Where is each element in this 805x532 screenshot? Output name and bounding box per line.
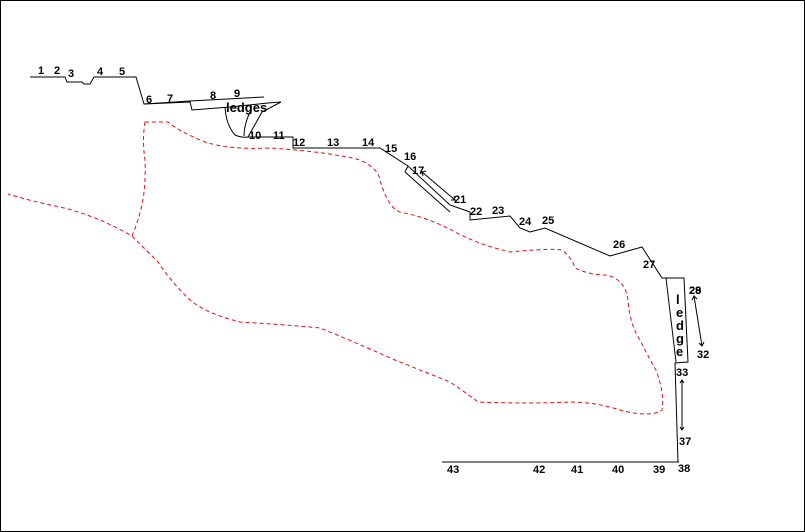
arrow-head: [421, 170, 427, 177]
ledge-vertical-label: ledge: [676, 292, 684, 359]
point-label-11: 11: [273, 130, 285, 142]
boundary-line-lower: [143, 101, 689, 463]
ledges-label: ledges: [226, 100, 267, 115]
ledge-letter: g: [676, 331, 684, 346]
point-label-41: 41: [571, 464, 583, 476]
point-label-4: 4: [97, 66, 104, 78]
arrow-head: [451, 195, 456, 201]
point-label-24: 24: [519, 216, 532, 228]
point-label-42: 42: [533, 464, 545, 476]
point-label-28: 28: [689, 285, 701, 297]
point-label-14: 14: [362, 137, 375, 149]
point-label-37: 37: [679, 436, 691, 448]
point-label-38: 38: [678, 463, 690, 475]
ledge-letter: e: [676, 344, 683, 359]
arrow-29-32: [693, 295, 703, 347]
point-label-13: 13: [327, 137, 339, 149]
point-label-39: 39: [653, 464, 665, 476]
point-label-40: 40: [612, 464, 624, 476]
point-label-12: 12: [293, 137, 305, 149]
point-label-29: 29: [689, 285, 701, 297]
point-label-16: 16: [404, 151, 416, 163]
ledge-letter: l: [676, 292, 680, 307]
point-label-33: 33: [676, 367, 688, 379]
point-label-7: 7: [167, 93, 173, 105]
point-label-25: 25: [542, 215, 554, 227]
point-label-17: 17: [412, 165, 424, 177]
parallel-cap: [404, 165, 409, 173]
point-label-27: 27: [643, 259, 655, 271]
point-label-22: 22: [470, 206, 482, 218]
point-label-9: 9: [234, 88, 240, 100]
parallel-line: [404, 171, 451, 213]
point-label-21: 21: [454, 194, 466, 206]
arrow-head: [691, 295, 698, 301]
dashed-branch: [131, 121, 146, 237]
arrow-head: [679, 379, 685, 384]
arrow-17-21: [421, 171, 456, 201]
arrow-head: [698, 341, 705, 347]
point-label-2: 2: [54, 65, 60, 77]
arrow-head: [679, 426, 685, 431]
point-label-1: 1: [38, 65, 44, 77]
point-label-8: 8: [210, 90, 216, 102]
point-label-10: 10: [249, 130, 261, 142]
point-label-3: 3: [68, 68, 74, 80]
point-label-26: 26: [613, 239, 625, 251]
point-label-5: 5: [119, 66, 125, 78]
ledge-box-left: [665, 277, 677, 363]
ledge-letter: e: [676, 305, 683, 320]
point-label-15: 15: [385, 143, 397, 155]
point-label-23: 23: [492, 205, 504, 217]
point-label-43: 43: [447, 464, 459, 476]
point-label-32: 32: [697, 349, 709, 361]
dashed-boundary: [7, 121, 664, 415]
point-label-6: 6: [146, 94, 152, 106]
ledges-curve: [224, 106, 249, 138]
ledge-letter: d: [676, 318, 684, 333]
ledges-curve-2: [243, 111, 251, 137]
